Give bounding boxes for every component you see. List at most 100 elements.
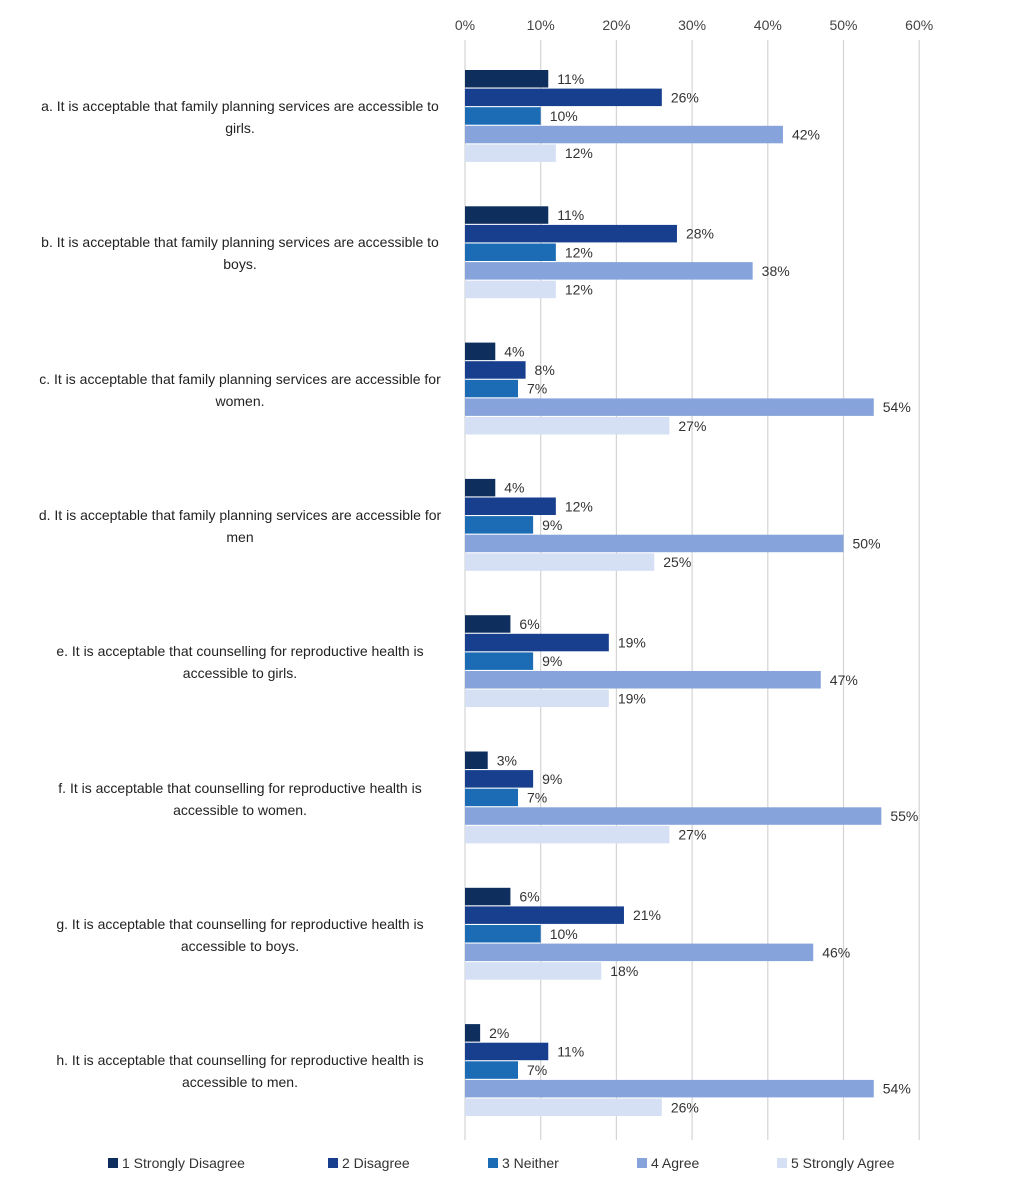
- bar-f-series-3: [465, 788, 518, 807]
- category-label-g: g. It is acceptable that counselling for…: [0, 913, 490, 957]
- bar-f-series-4: [465, 807, 882, 825]
- data-label-e-series-3: 9%: [542, 653, 562, 669]
- category-label-b: b. It is acceptable that family planning…: [0, 231, 490, 275]
- bar-h-series-3: [465, 1061, 518, 1079]
- bar-g-series-3: [465, 925, 541, 943]
- category-label-line: boys.: [223, 256, 257, 273]
- data-label-f-series-3: 7%: [527, 789, 547, 805]
- x-axis-ticks: 0% 10% 20% 30% 40% 50% 60%: [455, 17, 933, 33]
- category-label-h: h. It is acceptable that counselling for…: [0, 1049, 490, 1093]
- legend-swatch-3: [488, 1158, 498, 1168]
- data-label-b-series-1: 11%: [557, 207, 584, 223]
- category-label-f: f. It is acceptable that counselling for…: [0, 777, 490, 821]
- bar-d-series-5: [465, 553, 655, 571]
- data-label-g-series-1: 6%: [519, 889, 539, 905]
- data-label-c-series-3: 7%: [527, 381, 547, 397]
- bar-e-series-1: [465, 615, 511, 633]
- category-label-line: girls.: [225, 120, 255, 136]
- bar-d-series-2: [465, 497, 556, 515]
- bar-f-series-5: [465, 825, 670, 844]
- data-label-h-series-3: 7%: [527, 1062, 547, 1078]
- bar-b-series-4: [465, 262, 753, 280]
- category-label-line: accessible to men.: [182, 1074, 298, 1091]
- data-label-b-series-2: 28%: [686, 226, 714, 242]
- bar-c-series-3: [465, 379, 518, 398]
- category-label-line: g. It is acceptable that counselling for…: [56, 915, 424, 932]
- data-label-d-series-1: 4%: [504, 480, 524, 496]
- bar-b-series-2: [465, 224, 677, 243]
- legend-label-3: 3 Neither: [502, 1155, 559, 1171]
- bar-g-series-2: [465, 906, 624, 924]
- data-labels: 11% 26% 10% 42% 12% 11% 28% 12% 38% 12% 4% 8% 7% 54% 2…: [489, 71, 918, 1116]
- bar-a-series-1: [465, 70, 549, 88]
- category-label-line: a. It is acceptable that family planning…: [41, 98, 439, 114]
- bar-c-series-4: [465, 398, 874, 416]
- data-label-a-series-4: 42%: [792, 127, 820, 143]
- data-label-d-series-4: 50%: [853, 535, 881, 551]
- data-label-g-series-4: 46%: [822, 944, 850, 960]
- category-label-line: b. It is acceptable that family planning…: [41, 234, 439, 251]
- data-label-e-series-5: 19%: [618, 690, 646, 706]
- tick-label-40: 40%: [754, 17, 782, 33]
- data-label-a-series-3: 10%: [550, 108, 578, 124]
- bars: [465, 70, 882, 1116]
- data-label-f-series-1: 3%: [497, 752, 517, 768]
- tick-label-0: 0%: [455, 17, 475, 33]
- legend-swatch-5: [777, 1158, 787, 1168]
- category-label-line: h. It is acceptable that counselling for…: [56, 1052, 424, 1069]
- bar-b-series-3: [465, 243, 556, 261]
- legend-label-2: 2 Disagree: [342, 1155, 410, 1171]
- legend-swatch-4: [637, 1158, 647, 1168]
- category-label-e: e. It is acceptable that counselling for…: [0, 640, 490, 684]
- category-label-line: men: [226, 528, 254, 545]
- category-label-line: accessible to boys.: [180, 937, 300, 954]
- legend: 1 Strongly Disagree 2 Disagree 3 Neither 4 …: [108, 1155, 895, 1171]
- bar-f-series-1: [465, 751, 488, 769]
- bar-e-series-5: [465, 689, 609, 708]
- bar-g-series-1: [465, 887, 511, 906]
- legend-label-5: 5 Strongly Agree: [791, 1155, 895, 1171]
- bar-b-series-5: [465, 280, 556, 299]
- bar-d-series-4: [465, 534, 844, 553]
- bar-g-series-4: [465, 943, 814, 962]
- category-label-line: f. It is acceptable that counselling for…: [58, 779, 422, 796]
- tick-label-60: 60%: [905, 17, 933, 33]
- legend-label-4: 4 Agree: [651, 1155, 699, 1171]
- category-label-line: d. It is acceptable that family planning…: [38, 506, 442, 523]
- data-label-b-series-4: 38%: [762, 263, 790, 279]
- data-label-f-series-5: 27%: [678, 827, 706, 843]
- tick-label-30: 30%: [678, 17, 706, 33]
- bar-c-series-1: [465, 342, 496, 361]
- category-label-c: c. It is acceptable that family planning…: [0, 368, 490, 412]
- data-label-c-series-2: 8%: [535, 362, 555, 378]
- data-label-a-series-1: 11%: [557, 71, 584, 87]
- data-label-g-series-3: 10%: [550, 926, 578, 942]
- data-label-f-series-2: 9%: [542, 771, 562, 787]
- data-label-c-series-1: 4%: [504, 343, 524, 359]
- bar-a-series-4: [465, 125, 783, 144]
- data-label-e-series-4: 47%: [830, 672, 858, 688]
- data-label-f-series-4: 55%: [890, 808, 918, 824]
- category-label-a: a. It is acceptable that family planning…: [0, 95, 490, 139]
- data-label-b-series-3: 12%: [565, 244, 593, 260]
- data-label-a-series-5: 12%: [565, 145, 593, 161]
- category-label-line: c. It is acceptable that family planning…: [39, 370, 441, 387]
- bar-c-series-5: [465, 417, 670, 435]
- data-label-h-series-2: 11%: [557, 1043, 584, 1059]
- bar-e-series-4: [465, 671, 821, 689]
- bar-e-series-3: [465, 652, 534, 670]
- data-label-c-series-5: 27%: [678, 418, 706, 434]
- data-label-g-series-5: 18%: [610, 963, 638, 979]
- data-label-g-series-2: 21%: [633, 907, 661, 923]
- bar-h-series-2: [465, 1042, 549, 1061]
- legend-swatch-1: [108, 1158, 118, 1168]
- category-label-line: accessible to girls.: [182, 665, 298, 682]
- data-label-b-series-5: 12%: [565, 281, 593, 297]
- data-label-h-series-5: 26%: [671, 1099, 699, 1115]
- bar-h-series-1: [465, 1024, 481, 1042]
- bar-h-series-4: [465, 1079, 874, 1098]
- data-label-e-series-2: 19%: [618, 635, 646, 651]
- data-label-d-series-5: 25%: [663, 554, 691, 570]
- bar-c-series-2: [465, 361, 526, 379]
